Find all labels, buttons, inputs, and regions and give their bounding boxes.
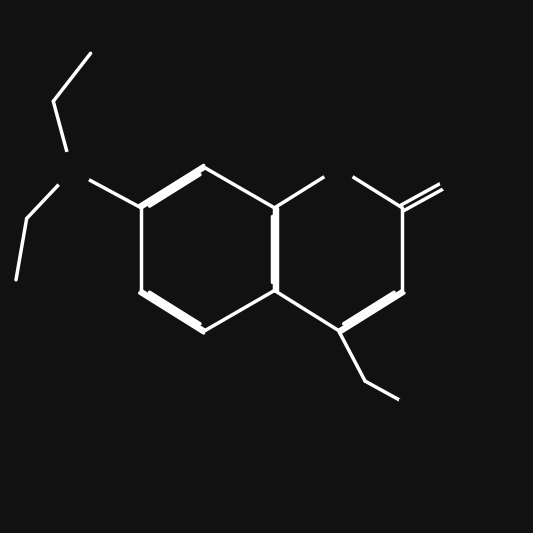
Circle shape	[53, 152, 91, 189]
Text: OH: OH	[401, 400, 436, 421]
Circle shape	[398, 390, 439, 431]
Circle shape	[322, 152, 354, 184]
Circle shape	[440, 163, 472, 195]
Text: N: N	[63, 160, 81, 181]
Text: O: O	[446, 168, 465, 189]
Text: O: O	[329, 158, 348, 178]
